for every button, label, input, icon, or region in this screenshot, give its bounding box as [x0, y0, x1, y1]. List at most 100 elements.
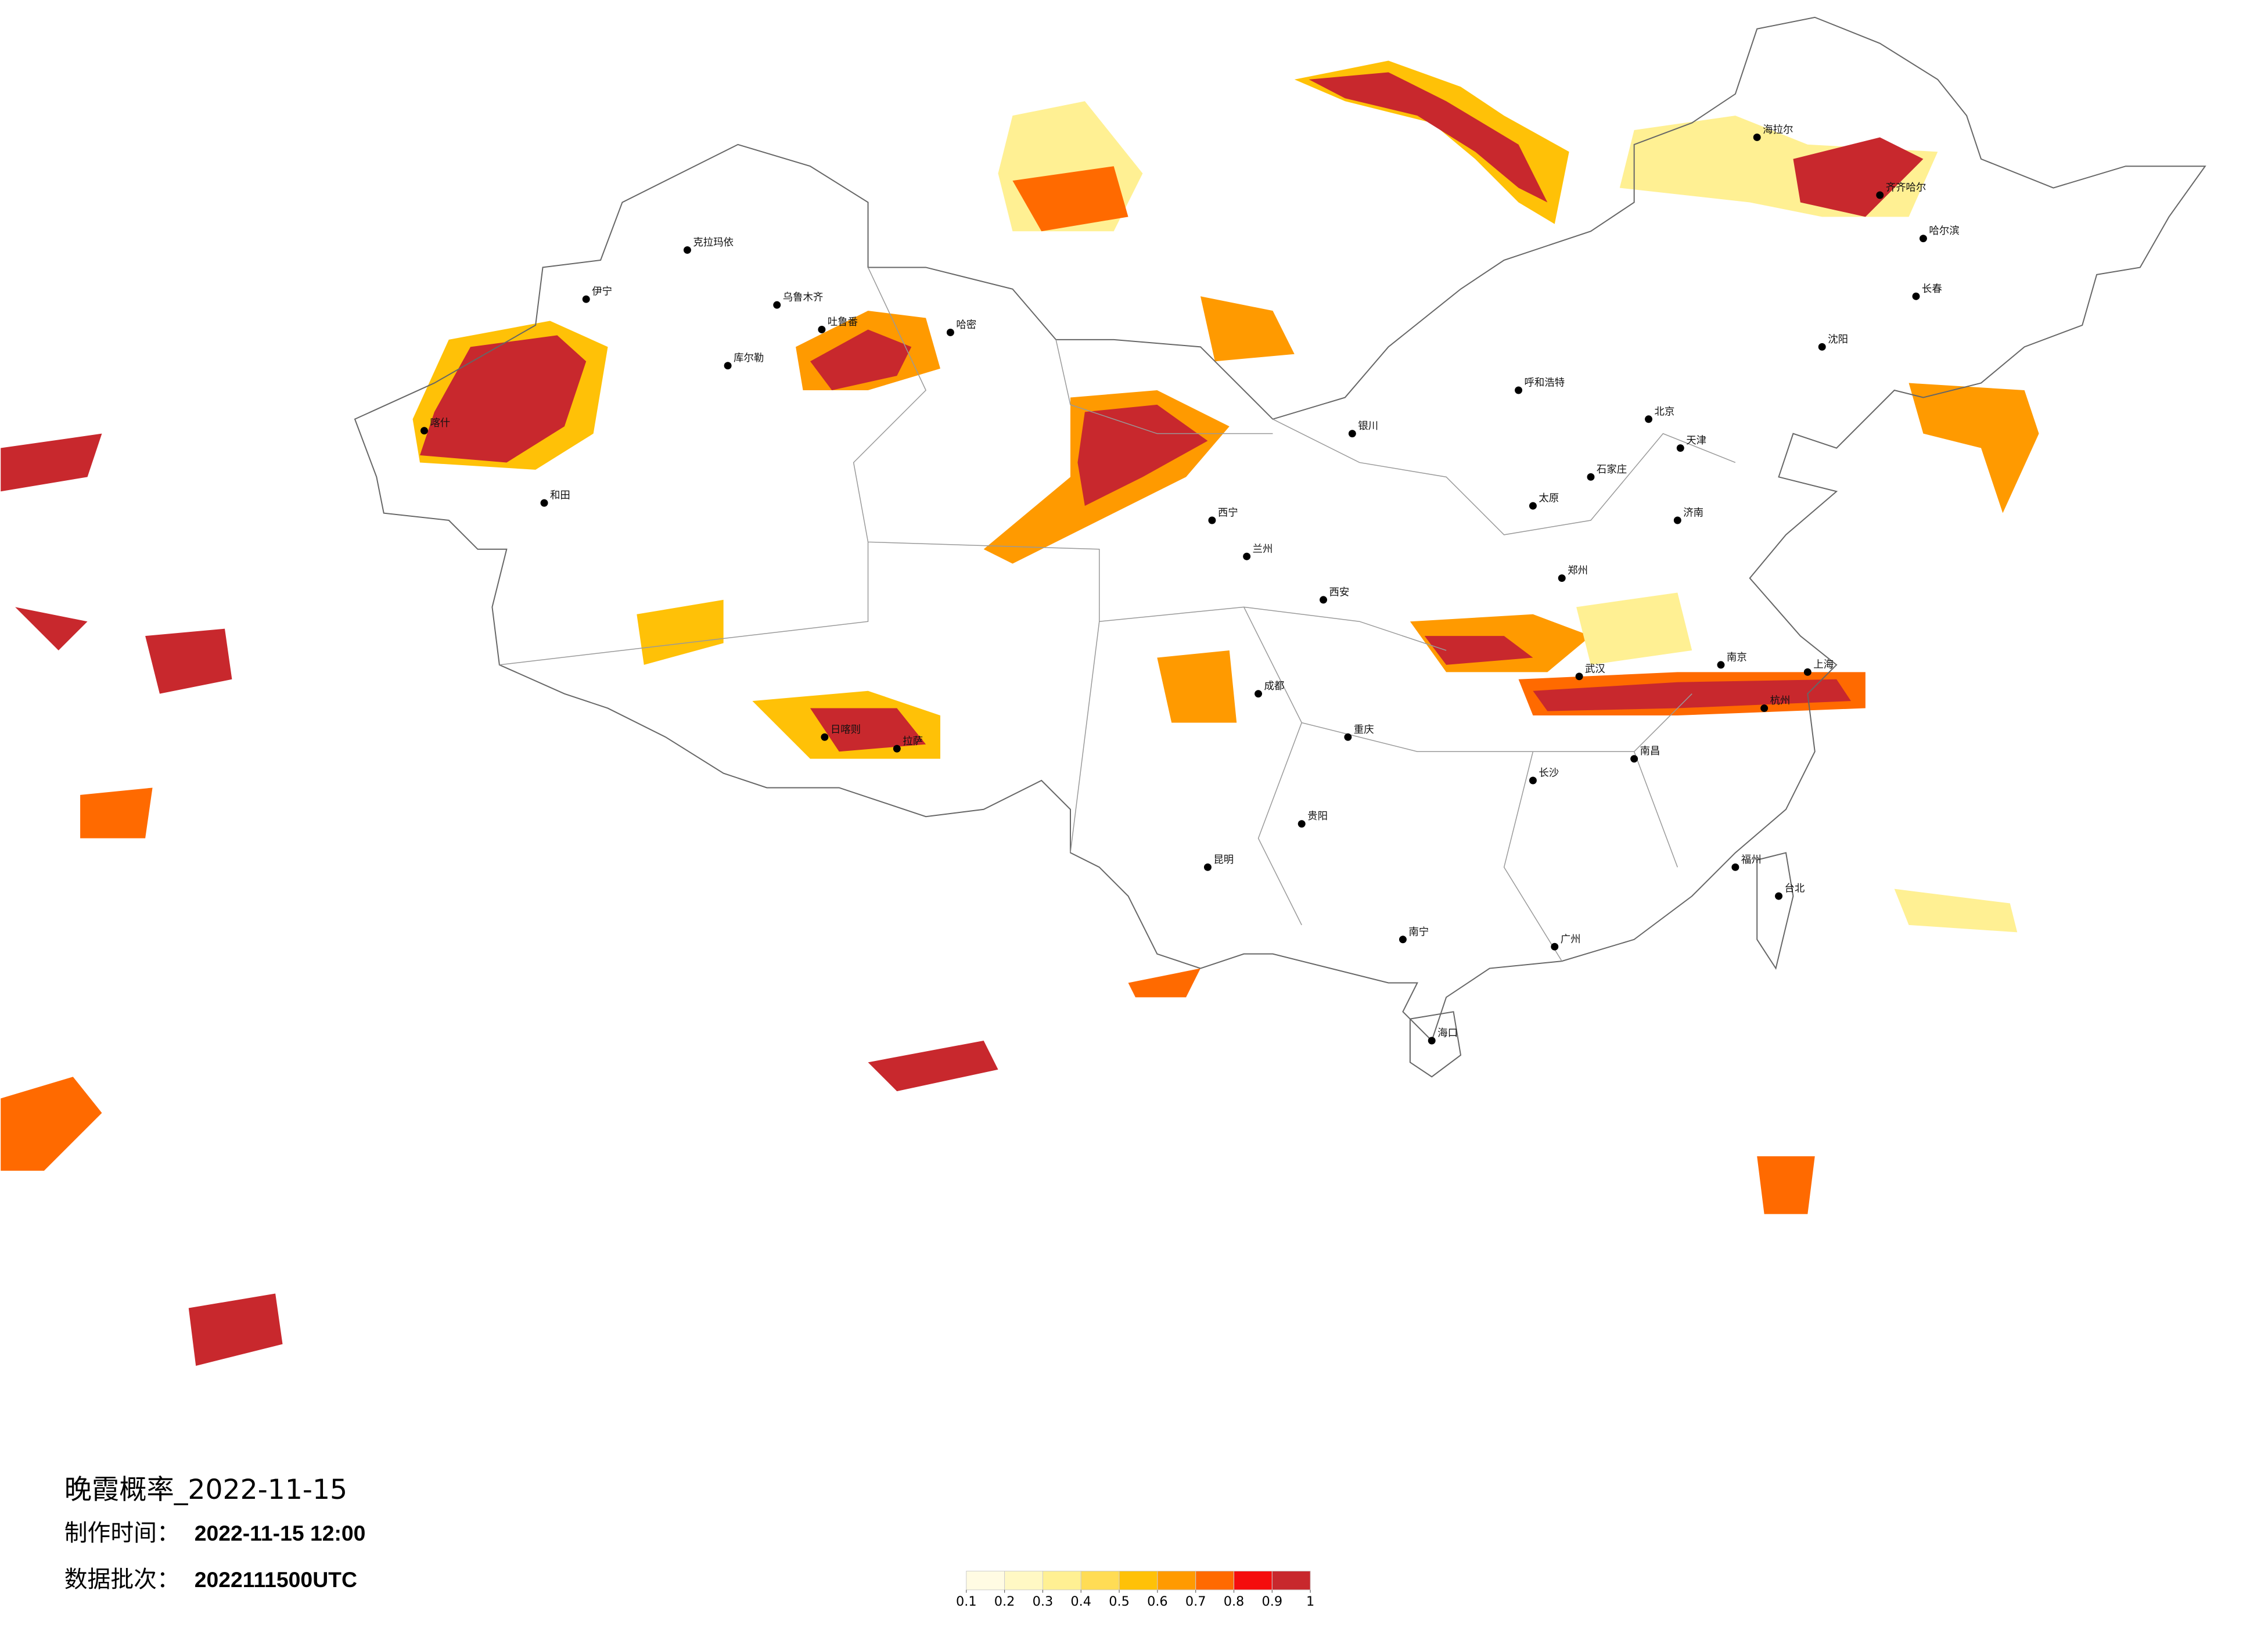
city-dot — [1760, 704, 1769, 713]
island-border — [1409, 1011, 1462, 1078]
city-label: 石家庄 — [1597, 464, 1627, 476]
city-dot — [1558, 574, 1566, 582]
city-dot — [1912, 292, 1920, 300]
cloud-area — [868, 1041, 998, 1092]
colorbar-label: 0.1 — [956, 1594, 977, 1609]
city-label: 西安 — [1329, 587, 1350, 598]
city-label: 哈密 — [956, 319, 976, 331]
city-dot — [1630, 755, 1638, 763]
city-label: 济南 — [1683, 508, 1703, 519]
city-label: 和田 — [550, 490, 570, 502]
city-label: 贵阳 — [1307, 811, 1328, 822]
city-label: 南昌 — [1640, 746, 1660, 757]
colorbar-box — [1119, 1570, 1158, 1591]
colorbar-box — [1195, 1570, 1235, 1591]
city-dot — [1575, 672, 1583, 681]
city-dot — [1818, 343, 1826, 351]
city-label: 郑州 — [1568, 565, 1588, 577]
city-dot — [1753, 133, 1761, 141]
city-dot — [1297, 820, 1306, 828]
city-label: 上海 — [1813, 659, 1834, 671]
colorbar-label: 0.3 — [1033, 1594, 1054, 1609]
colorbar-box — [1042, 1570, 1081, 1591]
city-dot — [818, 325, 826, 333]
city-dot — [1775, 892, 1783, 900]
cloud-area — [1894, 888, 2018, 933]
city-dot — [1673, 516, 1681, 524]
colorbar-box — [1080, 1570, 1120, 1591]
cloud-area — [1793, 137, 1924, 217]
cloud-area — [145, 628, 232, 694]
cloud-area — [1309, 72, 1548, 203]
cloud-area — [15, 607, 88, 650]
colorbar-label: 0.2 — [994, 1594, 1015, 1609]
colorbar-label: 1 — [1306, 1594, 1314, 1609]
city-dot — [1428, 1037, 1436, 1045]
city-dot — [683, 246, 691, 254]
colorbar-label: 0.8 — [1224, 1594, 1245, 1609]
city-dot — [1243, 552, 1251, 560]
city-dot — [540, 499, 548, 507]
city-label: 广州 — [1561, 934, 1581, 945]
colorbar-box — [1004, 1570, 1043, 1591]
cloud-area — [188, 1293, 283, 1366]
city-label: 南京 — [1727, 652, 1747, 663]
city-dot — [420, 427, 428, 435]
city-label: 西宁 — [1218, 508, 1238, 519]
city-dot — [1731, 863, 1739, 871]
cloud-area — [1, 1077, 102, 1171]
city-label: 太原 — [1539, 493, 1559, 505]
city-label: 长沙 — [1539, 768, 1559, 779]
city-label: 克拉玛依 — [693, 237, 734, 249]
city-label: 喀什 — [430, 418, 450, 429]
cloud-area — [1157, 650, 1237, 723]
city-label: 南宁 — [1408, 926, 1429, 938]
colorbar-label: 0.4 — [1070, 1594, 1091, 1609]
city-label: 哈尔滨 — [1929, 225, 1959, 237]
colorbar-label: 0.6 — [1147, 1594, 1168, 1609]
city-dot — [1876, 191, 1884, 199]
city-label: 齐齐哈尔 — [1886, 182, 1926, 194]
cloud-area — [1757, 1156, 1815, 1214]
city-dot — [1551, 942, 1559, 951]
city-label: 北京 — [1655, 406, 1675, 418]
colorbar: 0.1 0.2 0.3 0.4 0.5 0.6 0.7 0.8 0.9 1 — [956, 1570, 1314, 1609]
colorbar-box — [1271, 1570, 1311, 1591]
city-dot — [1344, 733, 1352, 741]
city-dot — [582, 295, 590, 303]
island-border — [1756, 852, 1794, 970]
city-label: 日喀则 — [831, 724, 861, 736]
production-time-label: 制作时间： — [64, 1520, 180, 1546]
city-label: 兰州 — [1253, 544, 1273, 555]
province-border — [499, 267, 1736, 962]
cloud-area — [1533, 679, 1851, 711]
city-dot — [1717, 661, 1725, 669]
city-dot — [1676, 444, 1684, 452]
cloud-area — [1908, 383, 2039, 513]
cloud-area — [1, 433, 102, 492]
colorbar-box — [966, 1570, 1005, 1591]
city-label: 成都 — [1264, 681, 1285, 692]
city-dot — [821, 733, 829, 741]
city-label: 天津 — [1686, 435, 1706, 447]
colorbar-label: 0.7 — [1185, 1594, 1206, 1609]
data-batch-value: 2022111500UTC — [195, 1567, 357, 1592]
cloud-area — [1200, 296, 1295, 362]
city-dot — [1255, 690, 1263, 698]
city-dot — [724, 362, 732, 370]
city-dot — [1919, 235, 1927, 243]
cloud-area — [1128, 968, 1201, 998]
city-dot — [1529, 502, 1537, 510]
probability-field — [1, 60, 2039, 1366]
city-dot — [1399, 936, 1407, 944]
data-batch-label: 数据批次： — [64, 1566, 180, 1593]
country-border — [354, 16, 2206, 1042]
colorbar-box — [1157, 1570, 1196, 1591]
city-dot — [1320, 596, 1328, 604]
city-label: 乌鲁木齐 — [783, 292, 824, 304]
city-label: 拉萨 — [903, 736, 923, 747]
city-dot — [1587, 473, 1595, 481]
city-label: 重庆 — [1354, 724, 1374, 736]
